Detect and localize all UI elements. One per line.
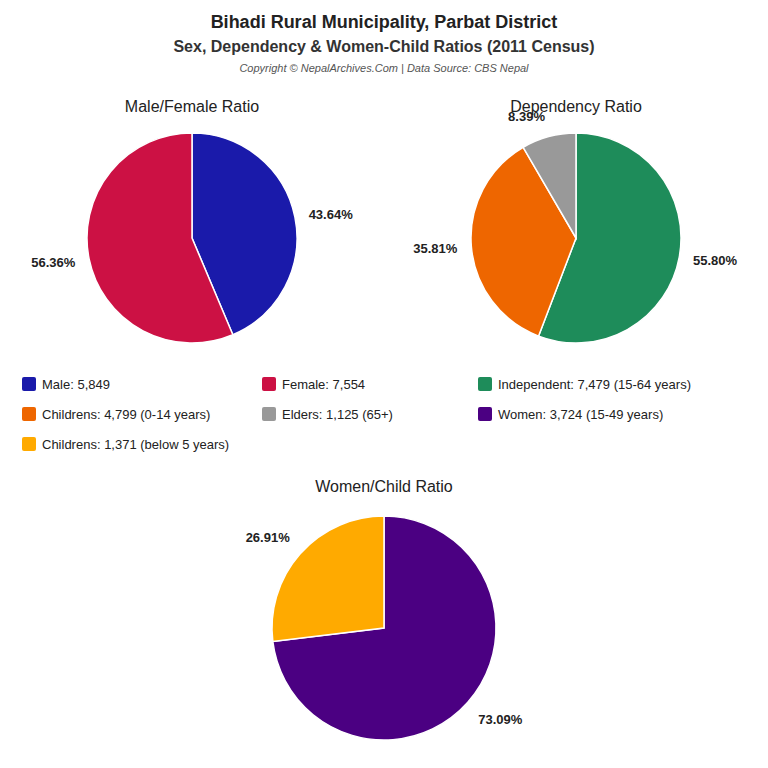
data-label: 56.36% [31, 255, 76, 270]
data-label: 8.39% [508, 109, 545, 124]
legend-label: Childrens: 4,799 (0-14 years) [42, 407, 210, 422]
legend-swatch [22, 437, 36, 451]
legend-label: Independent: 7,479 (15-64 years) [498, 377, 691, 392]
legend-label: Elders: 1,125 (65+) [282, 407, 393, 422]
data-label: 73.09% [478, 712, 523, 727]
legend: Male: 5,849 Female: 7,554 Independent: 7,4… [22, 377, 691, 452]
subtitle: Sex, Dependency & Women-Child Ratios (20… [173, 38, 594, 55]
title: Bihadi Rural Municipality, Parbat Distri… [211, 12, 558, 32]
pie-chart: Dependency Ratio55.80%35.81%8.39% [413, 98, 737, 343]
data-label: 35.81% [413, 241, 458, 256]
pie-title: Male/Female Ratio [125, 98, 259, 115]
legend-label: Women: 3,724 (15-49 years) [498, 407, 663, 422]
chart: Bihadi Rural Municipality, Parbat Distri… [0, 0, 768, 768]
legend-swatch [262, 377, 276, 391]
legend-label: Childrens: 1,371 (below 5 years) [42, 437, 229, 452]
pie-slice [523, 133, 576, 238]
pie-chart: Women/Child Ratio 73.09% 26.91% [246, 478, 523, 740]
legend-swatch [22, 407, 36, 421]
data-label: 43.64% [309, 207, 354, 222]
data-label: 55.80% [693, 253, 738, 268]
pie-slice [273, 516, 496, 740]
legend-swatch [478, 377, 492, 391]
legend-label: Female: 7,554 [282, 377, 365, 392]
data-label: 26.91% [246, 530, 291, 545]
pie-chart: Male/Female Ratio 43.64% 56.36% [31, 98, 353, 343]
legend-swatch [478, 407, 492, 421]
pie-slice [87, 133, 233, 343]
pie-title: Women/Child Ratio [315, 478, 453, 495]
legend-swatch [22, 377, 36, 391]
legend-label: Male: 5,849 [42, 377, 110, 392]
annotation: Copyright © NepalArchives.Com | Data Sou… [239, 62, 529, 74]
legend-swatch [262, 407, 276, 421]
background [0, 0, 768, 768]
